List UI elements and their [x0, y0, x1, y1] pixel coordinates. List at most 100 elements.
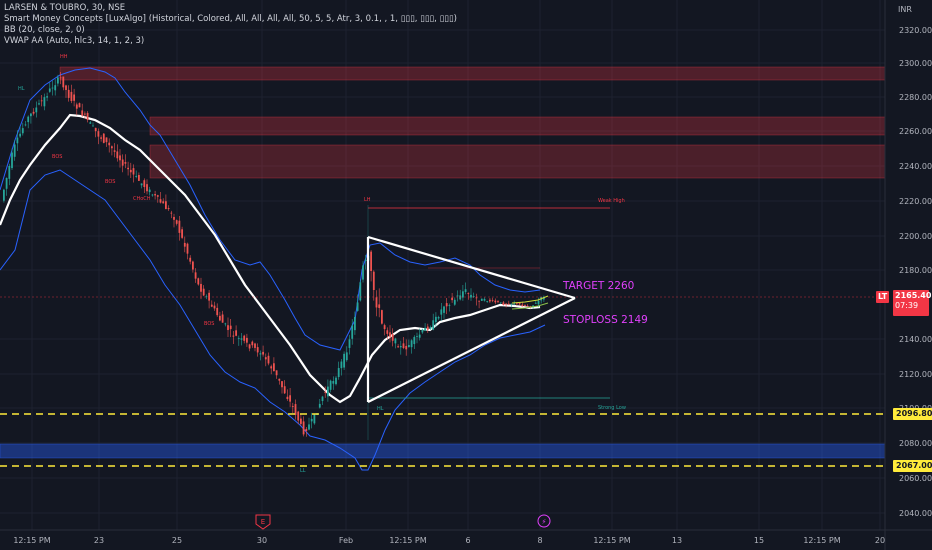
time-axis[interactable]: 12:15 PM 23 25 30 Feb 12:15 PM 6 8 12:15 PM 13 15 1… — [13, 536, 885, 545]
candle-body — [343, 353, 345, 368]
price-tick-label: 2040.00 — [899, 509, 932, 518]
smc-labels: HH LH HL Weak High Strong Low BOS BOS CH… — [18, 54, 626, 474]
price-tick-label: 2240.00 — [899, 162, 932, 171]
candle-body — [86, 112, 89, 121]
indicator-vwap[interactable]: VWAP AA (Auto, hlc3, 14, 1, 2, 3) — [4, 36, 145, 46]
candle-body — [308, 424, 310, 430]
candle-body — [78, 103, 81, 108]
candle-body — [470, 294, 472, 298]
current-price-tag: 2165.40 07:39 — [893, 290, 932, 316]
price-tick-label: 2280.00 — [899, 93, 932, 102]
candle-body — [443, 306, 445, 313]
symbol-title[interactable]: LARSEN & TOUBRO, 30, NSE — [4, 3, 126, 13]
candle-body — [70, 91, 73, 102]
candle-body — [38, 103, 40, 105]
smc-label: HL — [18, 86, 25, 92]
indicator-smc[interactable]: Smart Money Concepts [LuxAlgo] (Historic… — [4, 14, 457, 24]
current-price-value: 2165.40 — [895, 291, 932, 300]
candle-body — [140, 183, 143, 186]
smc-label: LH — [364, 197, 371, 203]
candle-body — [5, 177, 8, 189]
triangle-pattern[interactable] — [366, 235, 576, 403]
candle-body — [54, 85, 57, 91]
level-tag-2096: 2096.80 — [893, 408, 932, 420]
supply-zone — [149, 144, 885, 179]
price-tick-label: 2220.00 — [899, 197, 932, 206]
candle-body — [237, 337, 240, 339]
candle-body — [305, 428, 308, 431]
candle-body — [267, 355, 270, 364]
candle-body — [132, 168, 135, 175]
candle-body — [216, 307, 219, 316]
candle-body — [507, 303, 510, 305]
candle-body — [97, 131, 100, 137]
candle-body — [318, 403, 321, 408]
candle-body — [359, 282, 362, 301]
candle-body — [480, 298, 483, 301]
candle-body — [194, 272, 197, 279]
candle-body — [73, 94, 75, 101]
lightning-glyph: ⚡ — [542, 518, 547, 526]
lightning-icon[interactable]: ⚡ — [537, 514, 551, 528]
indicator-bb[interactable]: BB (20, close, 2, 0) — [4, 25, 85, 35]
candle-body — [337, 368, 340, 378]
earnings-icon[interactable]: E — [255, 514, 271, 530]
candle-body — [8, 165, 11, 179]
demand-zone — [0, 443, 885, 459]
candle-body — [426, 326, 429, 330]
smc-label: Weak High — [598, 198, 625, 204]
candle-body — [270, 366, 273, 369]
triangle-lower-trendline[interactable] — [367, 297, 576, 403]
candle-body — [89, 122, 92, 124]
candle-body — [335, 377, 337, 385]
candle-body — [289, 395, 291, 402]
candle-body — [167, 208, 170, 210]
time-tick-label: 12:15 PM — [389, 536, 426, 545]
event-markers[interactable]: E ⚡ — [255, 514, 551, 530]
candle-body — [92, 125, 94, 127]
candle-body — [19, 133, 21, 137]
candle-body — [375, 297, 378, 308]
candle-body — [324, 392, 327, 393]
candle-body — [170, 212, 173, 214]
candle-body — [394, 338, 397, 344]
stoploss-label: STOPLOSS 2149 — [563, 314, 648, 326]
candle-body — [445, 303, 448, 307]
candle-body — [459, 295, 462, 300]
smc-label: BOS — [204, 321, 214, 327]
time-tick-label: 30 — [257, 536, 267, 545]
price-tick-label: 2140.00 — [899, 335, 932, 344]
time-tick-label: 25 — [172, 536, 182, 545]
currency-label: INR — [898, 5, 912, 14]
candle-body — [159, 199, 162, 203]
symbol-badge: LT — [876, 291, 890, 303]
candle-body — [205, 296, 208, 298]
candle-body — [372, 271, 375, 291]
candle-body — [127, 167, 129, 170]
candle-body — [30, 113, 32, 117]
candle-body — [516, 303, 518, 304]
candle-body — [259, 353, 262, 355]
candle-body — [362, 265, 364, 280]
candle-body — [321, 396, 324, 402]
candle-body — [416, 336, 418, 337]
triangle-upper-trendline[interactable] — [367, 235, 576, 300]
candle-body — [48, 88, 51, 92]
price-tick-label: 2200.00 — [899, 232, 932, 241]
candle-body — [356, 302, 359, 311]
vwap-bands — [511, 295, 549, 310]
price-tick-label: 2180.00 — [899, 266, 932, 275]
candle-body — [478, 300, 480, 302]
candle-body — [138, 175, 140, 181]
price-axis[interactable]: 2320.00 2300.00 2280.00 2260.00 2240.00 2220.… — [899, 26, 932, 518]
price-tick-label: 2260.00 — [899, 127, 932, 136]
candle-body — [119, 155, 121, 161]
smc-label: LL — [300, 468, 306, 474]
candle-body — [510, 303, 513, 305]
candle-body — [40, 100, 43, 102]
candle-body — [464, 289, 467, 292]
candle-body — [121, 159, 124, 166]
candle-body — [505, 303, 507, 305]
candle-body — [178, 220, 181, 233]
